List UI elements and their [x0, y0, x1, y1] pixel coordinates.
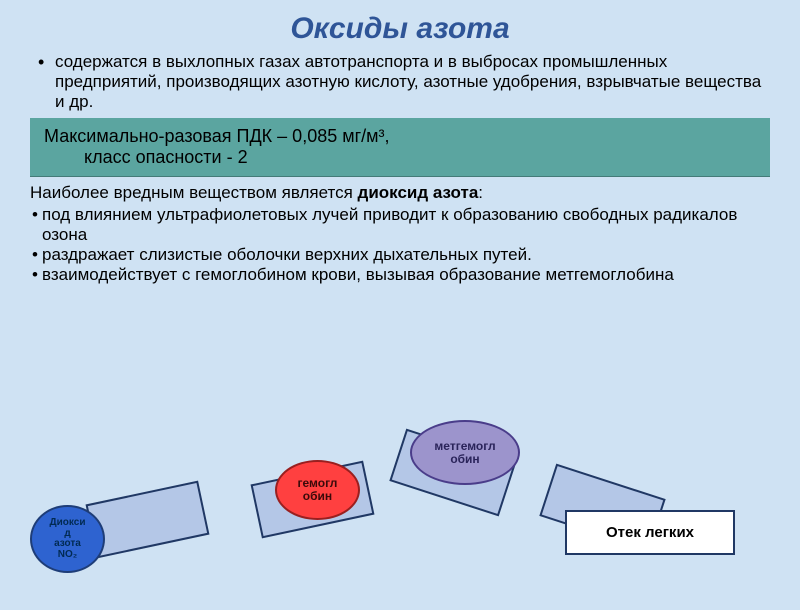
- dioxide-label-l4: NO₂: [50, 550, 86, 561]
- methemo-label-l2: обин: [434, 453, 495, 466]
- harm-lead-strong: диоксид азота: [358, 183, 479, 202]
- intro-text: содержатся в выхлопных газах автотранспо…: [55, 52, 761, 111]
- harm-point: раздражает слизистые оболочки верхних ды…: [30, 245, 770, 265]
- node-hemoglobin: гемогл обин: [275, 460, 360, 520]
- node-methemoglobin: метгемогл обин: [410, 420, 520, 485]
- harm-point: под влиянием ультрафиолетовых лучей прив…: [30, 205, 770, 245]
- harm-point: взаимодействует с гемоглобином крови, вы…: [30, 265, 770, 285]
- dioxide-label-l3: азота: [50, 539, 86, 550]
- harm-lead: Наиболее вредным веществом является диок…: [30, 183, 770, 203]
- pdk-line1: Максимально-разовая ПДК – 0,085 мг/м³,: [44, 126, 756, 147]
- intro-bullet: содержатся в выхлопных газах автотранспо…: [0, 52, 800, 112]
- outcome-box: Отек легких: [565, 510, 735, 555]
- node-dioxide: Диокси д азота NO₂: [30, 505, 105, 573]
- pdk-line2: класс опасности - 2: [44, 147, 756, 168]
- harm-block: Наиболее вредным веществом является диок…: [0, 177, 800, 285]
- outcome-label: Отек легких: [606, 524, 694, 541]
- harm-lead-post: :: [478, 183, 483, 202]
- chain-rect: [86, 481, 210, 559]
- dioxide-label-l1: Диокси: [50, 518, 86, 529]
- diagram: Диокси д азота NO₂ гемогл обин метгемогл…: [0, 430, 800, 610]
- harm-lead-pre: Наиболее вредным веществом является: [30, 183, 358, 202]
- hemo-label-l2: обин: [298, 490, 338, 503]
- methemo-label-l1: метгемогл: [434, 440, 495, 453]
- pdk-box: Максимально-разовая ПДК – 0,085 мг/м³, к…: [30, 118, 770, 177]
- page-title: Оксиды азота: [0, 0, 800, 52]
